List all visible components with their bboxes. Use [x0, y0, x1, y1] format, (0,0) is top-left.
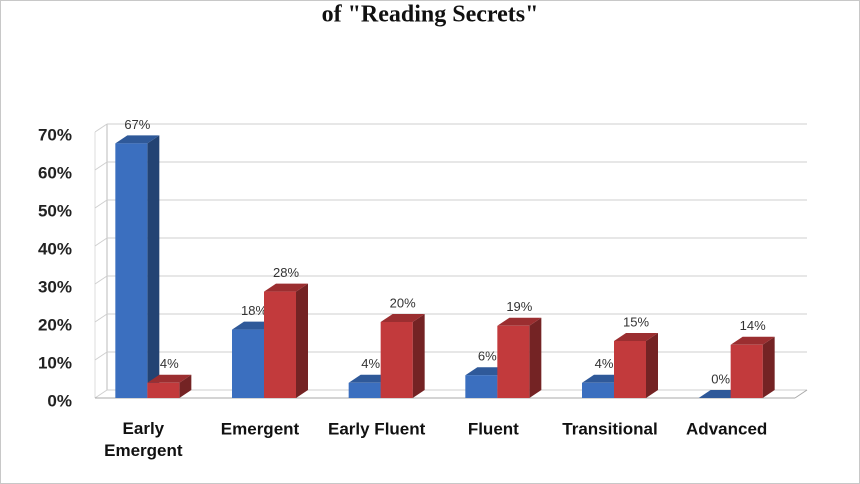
x-tick-label: Emergent: [221, 419, 300, 438]
y-tick-label: 40%: [38, 239, 72, 258]
grid-line: [94, 275, 108, 285]
bar: [582, 382, 614, 398]
chart-title: of "Reading Secrets": [322, 2, 539, 28]
bar-side: [296, 283, 308, 398]
x-tick-label: Early Fluent: [328, 419, 426, 438]
bar: [147, 382, 180, 398]
value-label: 4%: [160, 356, 179, 371]
value-label: 18%: [241, 303, 267, 318]
value-label: 19%: [506, 299, 532, 314]
bar: [614, 341, 646, 398]
bar: [264, 291, 296, 398]
y-tick-label: 20%: [38, 315, 72, 334]
grid-line: [94, 389, 108, 399]
grid-line: [94, 161, 108, 171]
x-tick-label: Transitional: [562, 419, 657, 438]
grid-line: [94, 313, 108, 323]
bar-top: [147, 374, 192, 383]
bar-top: [730, 336, 775, 345]
bar: [232, 329, 264, 398]
bar: [380, 322, 413, 398]
bar-side: [529, 317, 542, 398]
x-tick-label: Fluent: [468, 419, 519, 438]
y-tick-label: 0%: [47, 391, 72, 410]
value-label: 4%: [595, 356, 614, 371]
bar-top: [497, 317, 542, 326]
y-tick-label: 60%: [38, 163, 72, 182]
value-label: 20%: [390, 295, 416, 310]
value-label: 4%: [361, 356, 380, 371]
grid-line: [94, 199, 108, 209]
y-tick-label: 70%: [38, 125, 72, 144]
bar-top: [264, 283, 308, 292]
bar-top: [380, 314, 425, 322]
bar: [465, 375, 498, 398]
value-label: 14%: [740, 318, 766, 333]
value-label: 0%: [711, 371, 730, 386]
bar: [348, 382, 381, 398]
bar: [730, 344, 763, 398]
bar-top: [614, 333, 658, 341]
x-tick-label: Early Emergent: [104, 419, 183, 460]
x-tick-label: Advanced: [686, 419, 767, 438]
value-label: 67%: [124, 117, 150, 132]
grid-line: [94, 123, 108, 133]
bar-side: [412, 314, 425, 398]
bar: [497, 325, 530, 398]
bar-side: [179, 374, 192, 398]
grid-line: [94, 237, 108, 247]
grid-line: [94, 351, 108, 361]
bar-side: [147, 135, 160, 398]
value-label: 6%: [478, 349, 497, 364]
bar-side: [646, 333, 658, 398]
value-label: 15%: [623, 314, 649, 329]
floor-edge: [794, 389, 808, 399]
bar-top: [115, 135, 160, 144]
y-tick-label: 10%: [38, 353, 72, 372]
y-tick-label: 30%: [38, 277, 72, 296]
y-tick-label: 50%: [38, 201, 72, 220]
value-label: 28%: [273, 265, 299, 280]
bar-side: [762, 336, 775, 398]
bar: [115, 143, 148, 398]
